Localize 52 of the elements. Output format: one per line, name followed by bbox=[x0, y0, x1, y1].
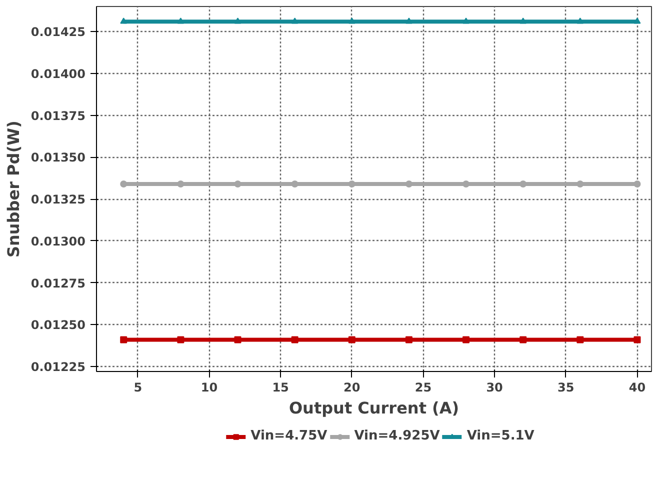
y-tick-label: 0.01250 bbox=[30, 318, 86, 332]
y-tick-label: 0.01225 bbox=[30, 360, 86, 374]
legend-label: Vin=5.1V bbox=[466, 428, 534, 444]
point bbox=[520, 18, 527, 24]
legend-label: Vin=4.75V bbox=[250, 428, 328, 444]
y-tick-label: 0.01300 bbox=[30, 234, 86, 248]
point bbox=[576, 18, 584, 24]
point bbox=[520, 180, 527, 188]
x-tick-label: 30 bbox=[486, 380, 503, 394]
x-axis-title: Output Current (A) bbox=[288, 398, 460, 418]
x-tick-label: 35 bbox=[558, 380, 574, 394]
point bbox=[462, 18, 470, 24]
x-tick-label: 5 bbox=[134, 380, 142, 394]
point bbox=[234, 336, 242, 344]
point bbox=[291, 18, 298, 24]
y-tick-label: 0.01275 bbox=[30, 276, 86, 290]
legend-label: Vin=4.925V bbox=[354, 428, 440, 444]
y-axis-title: Snubber Pd(W) bbox=[4, 120, 23, 258]
point bbox=[576, 180, 584, 188]
point bbox=[520, 336, 527, 344]
point bbox=[634, 180, 641, 188]
point bbox=[234, 180, 242, 188]
point bbox=[576, 336, 584, 344]
point bbox=[462, 180, 470, 188]
point bbox=[291, 180, 298, 188]
point bbox=[234, 18, 242, 24]
point bbox=[348, 336, 356, 344]
x-tick-label: 10 bbox=[200, 380, 218, 394]
point bbox=[291, 336, 298, 344]
point bbox=[177, 180, 184, 188]
point bbox=[405, 18, 412, 24]
point bbox=[177, 336, 184, 344]
point bbox=[120, 336, 128, 344]
y-tick-label: 0.01400 bbox=[30, 66, 86, 81]
point bbox=[120, 18, 128, 24]
x-tick-label: 20 bbox=[344, 380, 360, 394]
y-tick-label: 0.01375 bbox=[30, 108, 86, 123]
point bbox=[177, 18, 184, 24]
x-tick-label: 25 bbox=[414, 380, 432, 394]
point bbox=[462, 336, 470, 344]
point bbox=[405, 336, 412, 344]
point bbox=[348, 180, 356, 188]
y-tick-label: 0.01325 bbox=[30, 192, 86, 207]
point bbox=[405, 180, 412, 188]
y-tick-label: 0.01425 bbox=[30, 25, 86, 40]
x-tick-label: 15 bbox=[272, 380, 289, 394]
point bbox=[348, 18, 356, 24]
point bbox=[120, 180, 128, 188]
x-tick-label: 40 bbox=[628, 380, 646, 394]
y-tick-label: 0.01350 bbox=[30, 150, 86, 165]
point bbox=[634, 18, 641, 24]
point bbox=[634, 336, 641, 344]
